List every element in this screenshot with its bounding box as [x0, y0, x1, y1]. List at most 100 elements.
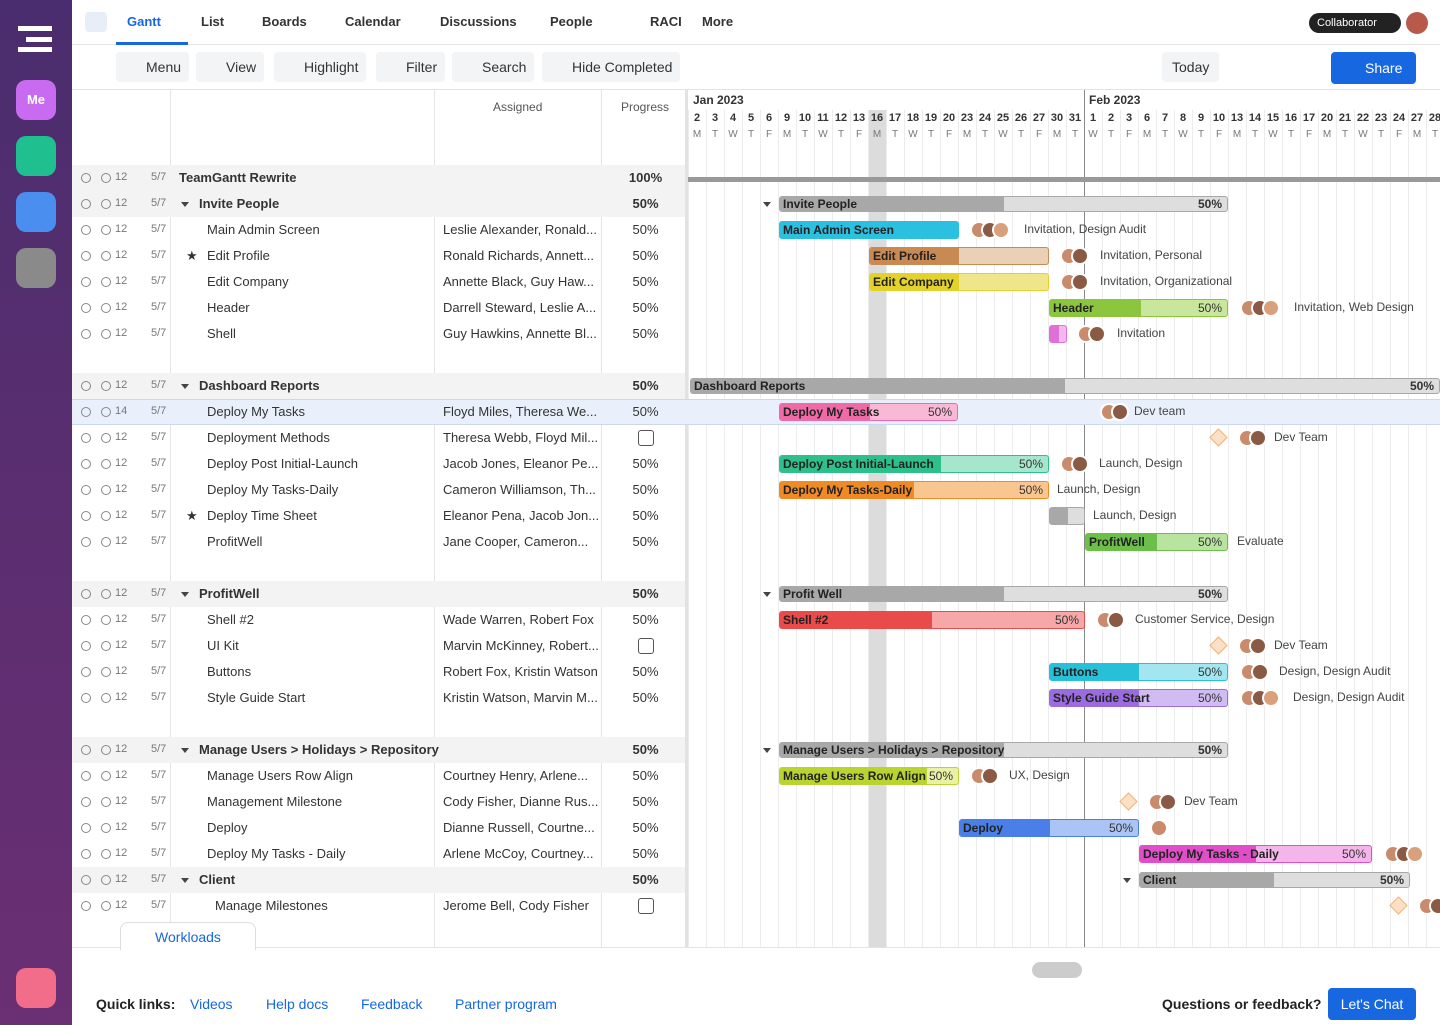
task-name[interactable]: Buttons	[207, 664, 252, 679]
toolbar-button[interactable]: Hide Completed	[542, 52, 681, 82]
progress: 50%	[632, 768, 659, 783]
nav-tab[interactable]: List	[201, 14, 225, 29]
checkbox[interactable]	[638, 638, 654, 654]
toolbar-button[interactable]: Filter	[376, 52, 446, 82]
task-bar[interactable]	[1049, 325, 1067, 343]
task-bar[interactable]: Header 50%	[1049, 299, 1228, 317]
task-name[interactable]: Deploy Post Initial-Launch	[207, 456, 359, 471]
task-name[interactable]: ProfitWell	[199, 586, 260, 601]
task-bar[interactable]: Deploy My Tasks 50%	[779, 403, 958, 421]
today-button[interactable]: Today	[1162, 52, 1220, 82]
nav-tab[interactable]: RACI	[650, 14, 682, 29]
checkbox[interactable]	[638, 898, 654, 914]
integrations-button[interactable]	[16, 968, 56, 1008]
collapse-arrow[interactable]	[181, 384, 189, 389]
toolbar-button[interactable]: Menu	[116, 52, 190, 82]
task-name[interactable]: Manage Users Row Align	[207, 768, 353, 783]
nav-tab[interactable]: Gantt	[127, 14, 161, 29]
task-name[interactable]: Deploy My Tasks	[207, 404, 306, 419]
task-name[interactable]: Style Guide Start	[207, 690, 306, 705]
collapse-arrow[interactable]	[181, 592, 189, 597]
task-name[interactable]: Manage Users > Holidays > Repository	[199, 742, 439, 757]
chat-button[interactable]: Let's Chat	[1328, 988, 1416, 1020]
collapse-arrow[interactable]	[1123, 878, 1131, 883]
collapse-arrow[interactable]	[763, 202, 771, 207]
task-name[interactable]: Dashboard Reports	[199, 378, 320, 393]
task-name[interactable]: Deploy My Tasks - Daily	[207, 846, 346, 861]
history-icon	[81, 693, 91, 703]
workloads-tab[interactable]: Workloads	[120, 922, 256, 950]
task-bar[interactable]	[1049, 507, 1085, 525]
milestone[interactable]	[1389, 896, 1408, 915]
task-name[interactable]: Management Milestone	[207, 794, 343, 809]
scrollbar[interactable]	[1032, 962, 1082, 978]
task-bar[interactable]: Manage Users > Holidays > Repository 50%	[779, 742, 1228, 758]
checkbox[interactable]	[638, 430, 654, 446]
toolbar-button[interactable]: Highlight	[274, 52, 367, 82]
me-button[interactable]: Me	[16, 80, 56, 120]
toolbar-button[interactable]: Search	[452, 52, 535, 82]
avatar[interactable]	[1406, 12, 1428, 34]
milestone[interactable]	[1209, 428, 1228, 447]
nav-tab[interactable]: People	[550, 14, 593, 29]
task-bar[interactable]: ProfitWell 50%	[1085, 533, 1228, 551]
task-name[interactable]: Manage Milestones	[215, 898, 328, 913]
progress: 50%	[632, 794, 659, 809]
task-bar[interactable]: Dashboard Reports 50%	[690, 378, 1440, 394]
reports-button[interactable]	[16, 192, 56, 232]
quick-link[interactable]: Feedback	[361, 996, 423, 1012]
task-bar[interactable]: Shell #2 50%	[779, 611, 1085, 629]
nav-tab[interactable]: Discussions	[440, 14, 517, 29]
task-name[interactable]: Deployment Methods	[207, 430, 330, 445]
chat-button[interactable]	[16, 136, 56, 176]
task-name[interactable]: UI Kit	[207, 638, 239, 653]
task-name[interactable]: Deploy My Tasks-Daily	[207, 482, 339, 497]
bar-percent: 50%	[1108, 821, 1133, 835]
quick-link[interactable]: Partner program	[455, 996, 557, 1012]
task-name[interactable]: Deploy	[207, 820, 248, 835]
collapse-arrow[interactable]	[763, 748, 771, 753]
quick-link[interactable]: Videos	[190, 996, 233, 1012]
task-bar[interactable]: Manage Users Row Align 50%	[779, 767, 959, 785]
task-bar[interactable]: Main Admin Screen	[779, 221, 959, 239]
task-bar[interactable]: Client 50%	[1139, 872, 1410, 888]
collapse-arrow[interactable]	[763, 592, 771, 597]
task-name[interactable]: Shell #2	[207, 612, 254, 627]
task-bar[interactable]: Profit Well 50%	[779, 586, 1228, 602]
task-name[interactable]: Invite People	[199, 196, 280, 211]
collapse-arrow[interactable]	[181, 878, 189, 883]
task-bar[interactable]: Buttons 50%	[1049, 663, 1228, 681]
task-name[interactable]: ProfitWell	[207, 534, 263, 549]
collapse-arrow[interactable]	[181, 202, 189, 207]
day-number: 4	[729, 112, 737, 124]
toggle-panel[interactable]	[85, 12, 107, 32]
task-name[interactable]: TeamGantt Rewrite	[179, 170, 297, 185]
task-bar[interactable]: Edit Profile	[869, 247, 1049, 265]
task-name[interactable]: Header	[207, 300, 250, 315]
task-name[interactable]: Client	[199, 872, 236, 887]
task-bar[interactable]: Deploy Post Initial-Launch 50%	[779, 455, 1049, 473]
task-name[interactable]: Main Admin Screen	[207, 222, 320, 237]
search-button[interactable]	[16, 248, 56, 288]
milestone[interactable]	[1209, 636, 1228, 655]
share-button[interactable]: Share	[1331, 52, 1416, 84]
task-name[interactable]: Shell	[207, 326, 236, 341]
task-bar[interactable]: Edit Company	[869, 273, 1049, 291]
task-bar[interactable]: Deploy My Tasks-Daily 50%	[779, 481, 1049, 499]
nav-tab[interactable]: Boards	[262, 14, 307, 29]
nav-tab[interactable]: Calendar	[345, 14, 401, 29]
milestone[interactable]	[1119, 792, 1138, 811]
day-number: 11	[817, 112, 829, 124]
task-name[interactable]: Deploy Time Sheet	[207, 508, 317, 523]
task-bar[interactable]: Style Guide Start 50%	[1049, 689, 1228, 707]
task-name[interactable]: Edit Company	[207, 274, 289, 289]
toolbar-button[interactable]: View	[196, 52, 265, 82]
task-bar[interactable]: Deploy My Tasks - Daily 50%	[1139, 845, 1372, 863]
assigned: Eleanor Pena, Jacob Jon...	[443, 508, 600, 523]
collapse-arrow[interactable]	[181, 748, 189, 753]
task-bar[interactable]: Deploy 50%	[959, 819, 1139, 837]
task-bar[interactable]: Invite People 50%	[779, 196, 1228, 212]
task-name[interactable]: Edit Profile	[207, 248, 270, 263]
quick-link[interactable]: Help docs	[266, 996, 329, 1012]
nav-tab[interactable]: More	[702, 14, 734, 29]
